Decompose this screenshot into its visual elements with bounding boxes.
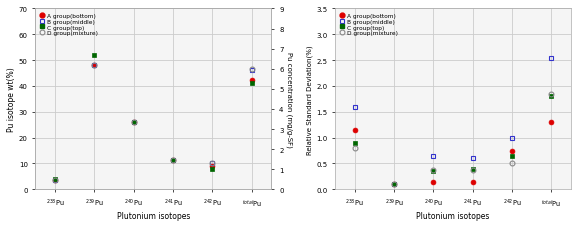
Legend: A group(bottom), B group(middle), C group(top), D group(mixture): A group(bottom), B group(middle), C grou… [338, 12, 399, 37]
X-axis label: Plutonium isotopes: Plutonium isotopes [416, 211, 490, 220]
Y-axis label: Pu isotope wt(%): Pu isotope wt(%) [7, 67, 16, 132]
Legend: A group(bottom), B group(middle), C group(top), D group(mixture): A group(bottom), B group(middle), C grou… [38, 12, 99, 37]
Y-axis label: Pu concentration (mg/g-SF): Pu concentration (mg/g-SF) [286, 52, 293, 147]
Y-axis label: Relative Standard Deviation(%): Relative Standard Deviation(%) [307, 45, 313, 154]
X-axis label: Plutonium isotopes: Plutonium isotopes [117, 211, 190, 220]
